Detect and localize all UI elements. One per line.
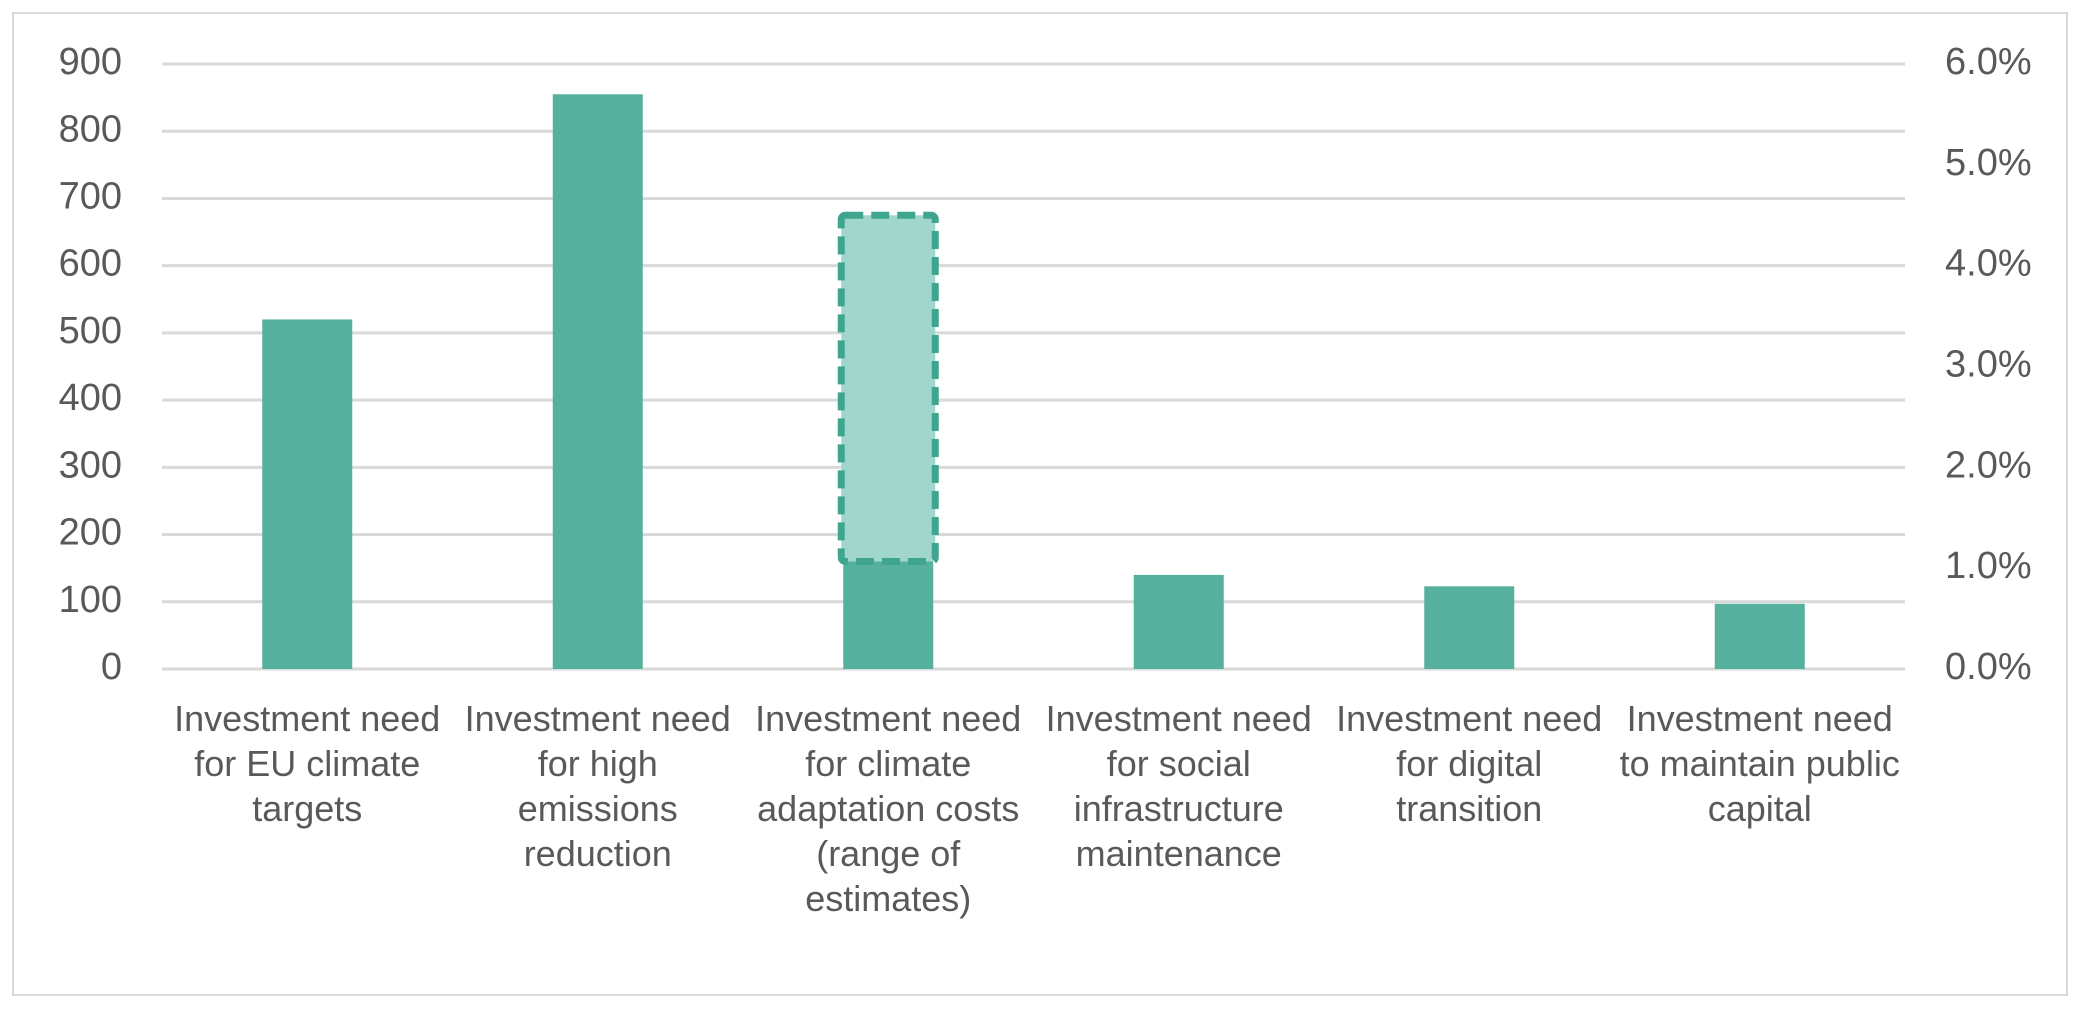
y-tick-label: 400: [59, 377, 122, 419]
y2-tick-label: 6.0%: [1945, 41, 2032, 83]
y2-tick-label: 3.0%: [1945, 344, 2032, 386]
y-tick-label: 100: [59, 579, 122, 621]
bar: [843, 561, 934, 669]
y2-tick-label: 5.0%: [1945, 142, 2032, 184]
y2-tick-label: 1.0%: [1945, 545, 2032, 587]
x-tick-label: Investment need for social infrastructur…: [1045, 698, 1312, 874]
x-tick-label: Investment need for climate adaptation c…: [755, 698, 1022, 919]
bar: [262, 319, 353, 669]
x-tick-label: Investment need for digital transition: [1336, 698, 1603, 829]
y-tick-label: 0: [101, 646, 122, 688]
y-tick-label: 500: [59, 310, 122, 352]
x-tick-label: Investment need for high emissions reduc…: [464, 698, 731, 874]
bar: [1714, 603, 1805, 669]
bar: [1133, 574, 1224, 669]
y2-tick-label: 0.0%: [1945, 646, 2032, 688]
chart-frame: [12, 12, 2068, 996]
bar: [1424, 586, 1515, 669]
y-tick-label: 800: [59, 108, 122, 150]
y-tick-label: 900: [59, 41, 122, 83]
y-tick-label: 600: [59, 243, 122, 285]
y2-tick-label: 2.0%: [1945, 444, 2032, 486]
bar: [552, 94, 643, 669]
y-tick-label: 300: [59, 444, 122, 486]
range-box: [837, 211, 939, 565]
y2-tick-label: 4.0%: [1945, 243, 2032, 285]
x-tick-label: Investment need to maintain public capit…: [1619, 698, 1900, 829]
y-tick-label: 200: [59, 512, 122, 554]
y-tick-label: 700: [59, 175, 122, 217]
x-tick-label: Investment need for EU climate targets: [174, 698, 441, 829]
